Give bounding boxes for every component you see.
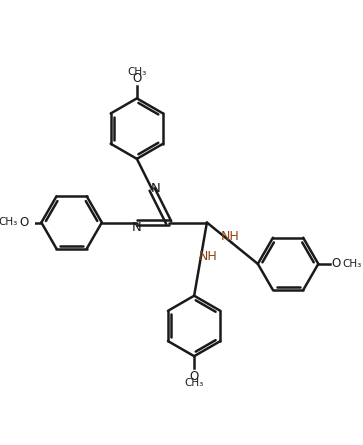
Text: CH₃: CH₃	[184, 378, 204, 388]
Text: NH: NH	[220, 230, 239, 243]
Text: CH₃: CH₃	[0, 218, 17, 227]
Text: O: O	[331, 257, 340, 271]
Text: N: N	[151, 182, 161, 195]
Text: NH: NH	[199, 250, 217, 263]
Text: CH₃: CH₃	[343, 259, 362, 269]
Text: O: O	[189, 369, 199, 383]
Text: O: O	[19, 216, 28, 229]
Text: CH₃: CH₃	[127, 67, 147, 77]
Text: N: N	[132, 222, 142, 235]
Text: O: O	[132, 72, 142, 85]
